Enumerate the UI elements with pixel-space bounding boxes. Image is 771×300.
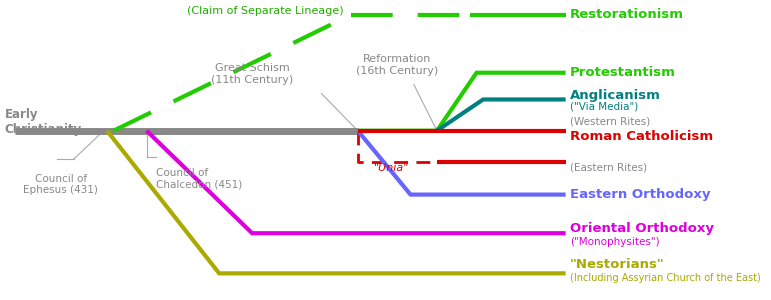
Text: (Eastern Rites): (Eastern Rites) bbox=[571, 163, 648, 173]
Text: Restorationism: Restorationism bbox=[571, 8, 684, 21]
Text: (Western Rites): (Western Rites) bbox=[571, 117, 651, 127]
Text: (Claim of Separate Lineage): (Claim of Separate Lineage) bbox=[187, 6, 344, 16]
Text: Council of
Chalcedon (451): Council of Chalcedon (451) bbox=[157, 168, 243, 189]
Text: Great Schism
(11th Century): Great Schism (11th Century) bbox=[211, 63, 293, 85]
Text: ("Via Media"): ("Via Media") bbox=[571, 102, 638, 112]
Text: "Unia": "Unia" bbox=[374, 164, 409, 173]
Text: Oriental Orthodoxy: Oriental Orthodoxy bbox=[571, 222, 714, 235]
Text: Reformation
(16th Century): Reformation (16th Century) bbox=[356, 54, 439, 76]
Text: Council of
Ephesus (431): Council of Ephesus (431) bbox=[23, 174, 98, 195]
Text: "Nestorians": "Nestorians" bbox=[571, 258, 665, 271]
Text: Roman Catholicism: Roman Catholicism bbox=[571, 130, 713, 143]
Text: Early
Christianity: Early Christianity bbox=[5, 108, 82, 136]
Text: (Including Assyrian Church of the East): (Including Assyrian Church of the East) bbox=[571, 273, 761, 284]
Text: Anglicanism: Anglicanism bbox=[571, 88, 661, 101]
Text: ("Monophysites"): ("Monophysites") bbox=[571, 237, 660, 247]
Text: Protestantism: Protestantism bbox=[571, 66, 676, 79]
Text: Eastern Orthodoxy: Eastern Orthodoxy bbox=[571, 188, 711, 201]
